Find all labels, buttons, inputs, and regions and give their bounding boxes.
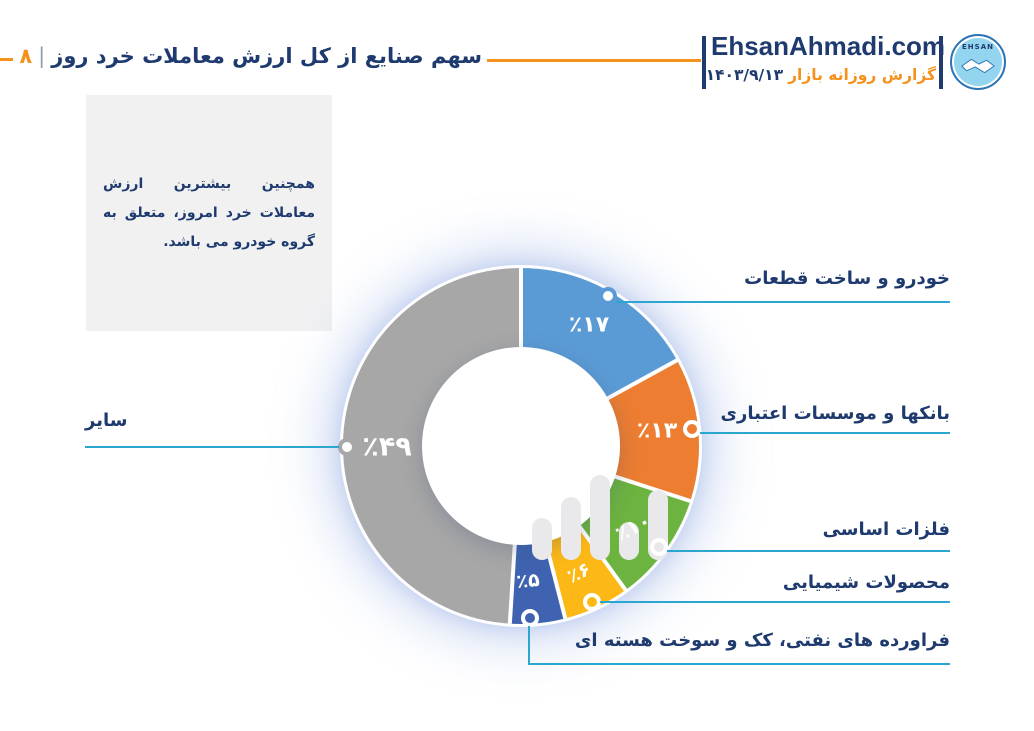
report-subtitle: گزارش روزانه بازار۱۴۰۳/۹/۱۳ [706, 66, 936, 84]
callout-dot-other [338, 438, 356, 456]
industry-label-chemicals: محصولات شیمیایی [782, 572, 950, 593]
callout-dot-auto [599, 287, 617, 305]
bar-icon-4 [619, 522, 639, 560]
callout-dot-chemicals [583, 593, 601, 611]
percent-label-banks: ٪۱۳ [636, 418, 678, 444]
page-title: سهم صنایع از کل ارزش معاملات خرد روز|۸ [19, 44, 482, 68]
bar-icon-1 [532, 518, 552, 560]
header-orange-line [487, 59, 701, 62]
callout-line-metals [667, 550, 950, 552]
header-divider-bar-left [702, 36, 706, 89]
report-label: گزارش روزانه بازار [788, 66, 936, 84]
title-divider: | [38, 44, 46, 68]
callout-line-chemicals [600, 601, 950, 603]
callout-line-other [85, 446, 339, 448]
percent-label-other: ٪۴۹ [362, 431, 412, 463]
bar-icon-3 [590, 475, 610, 560]
industry-label-petroleum: فراورده های نفتی، کک و سوخت هسته ای [574, 630, 950, 651]
report-date: ۱۴۰۳/۹/۱۳ [705, 66, 784, 84]
callout-line-petroleum [528, 663, 950, 665]
callout-dot-metals [650, 538, 668, 556]
callout-line-auto [616, 301, 950, 303]
percent-label-auto: ٪۱۷ [568, 312, 610, 338]
bar-icon-2 [561, 497, 581, 560]
title-dash [0, 58, 13, 61]
page-number: ۸ [19, 44, 33, 68]
handshake-icon [961, 58, 995, 74]
note-text: همچنین بیشترین ارزش معاملات خرد امروز، م… [103, 175, 315, 250]
brand-link[interactable]: EhsanAhmadi.com [711, 31, 946, 61]
donut-chart-area: ٪۱۷ ٪۱۳ ٪۱۰ ٪۶ ٪۵ ٪۴۹ [343, 268, 699, 624]
industry-label-banks: بانکها و موسسات اعتباری [720, 403, 950, 424]
industry-label-auto: خودرو و ساخت قطعات [744, 268, 950, 289]
donut-hole [422, 347, 668, 560]
note-box: همچنین بیشترین ارزش معاملات خرد امروز، م… [86, 95, 332, 331]
callout-dot-petroleum [521, 609, 539, 627]
callout-dot-banks [683, 420, 701, 438]
brand-logo-text: EHSAN [962, 43, 994, 51]
callout-line-banks [700, 432, 950, 434]
page-title-text: سهم صنایع از کل ارزش معاملات خرد روز [51, 44, 482, 68]
industry-label-metals: فلزات اساسی [822, 519, 950, 540]
header-divider-bar-right [939, 36, 943, 89]
brand-logo: EHSAN [950, 34, 1006, 90]
callout-line-petroleum-vertical [528, 626, 530, 664]
industry-label-other: سایر [85, 410, 128, 431]
percent-label-petroleum: ٪۵ [515, 568, 541, 594]
